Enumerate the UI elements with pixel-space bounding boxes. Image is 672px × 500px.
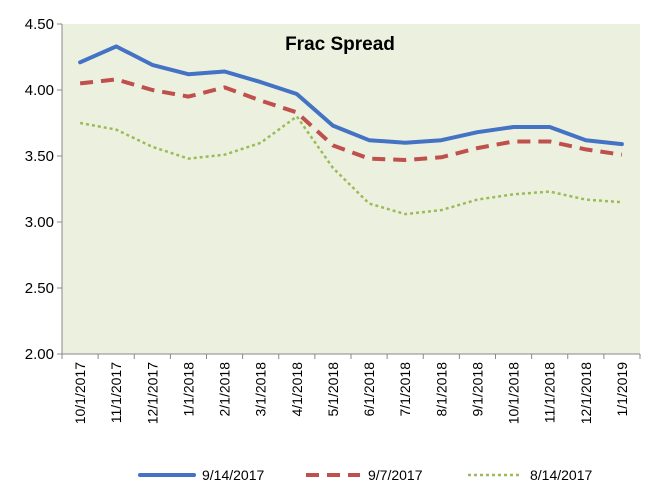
x-tick-label: 5/1/2018 [325, 362, 341, 417]
y-tick-label: 3.50 [25, 148, 54, 165]
x-tick-label: 10/1/2017 [72, 362, 88, 424]
x-tick-label: 1/1/2019 [614, 362, 630, 417]
legend-label: 9/14/2017 [202, 467, 264, 483]
x-tick-label: 3/1/2018 [253, 362, 269, 417]
y-tick-label: 4.50 [25, 16, 54, 33]
x-tick-label: 1/1/2018 [180, 362, 196, 417]
y-tick-label: 4.00 [25, 82, 54, 99]
plot-area [62, 24, 640, 354]
x-tick-label: 8/1/2018 [433, 362, 449, 417]
series-line-9-7-2017 [79, 77, 623, 162]
x-tick-label: 7/1/2018 [397, 362, 413, 417]
y-tick-label: 3.00 [25, 214, 54, 231]
y-tick-label: 2.00 [25, 346, 54, 363]
x-tick-label: 9/1/2018 [469, 362, 485, 417]
chart-title: Frac Spread [285, 34, 395, 55]
x-tick-label: 4/1/2018 [289, 362, 305, 417]
x-tick-label: 11/1/2018 [542, 362, 558, 423]
x-tick-label: 2/1/2018 [217, 362, 233, 417]
legend-label: 8/14/2017 [530, 467, 592, 483]
y-tick-label: 2.50 [25, 280, 54, 297]
x-tick-label: 10/1/2018 [506, 362, 522, 424]
x-tick-label: 6/1/2018 [361, 362, 377, 417]
series-line-9-14-2017 [78, 44, 624, 147]
x-tick-label: 11/1/2017 [108, 362, 124, 423]
x-tick-label: 12/1/2018 [578, 362, 594, 424]
x-tick-label: 12/1/2017 [144, 362, 160, 424]
legend-label: 9/7/2017 [368, 467, 423, 483]
